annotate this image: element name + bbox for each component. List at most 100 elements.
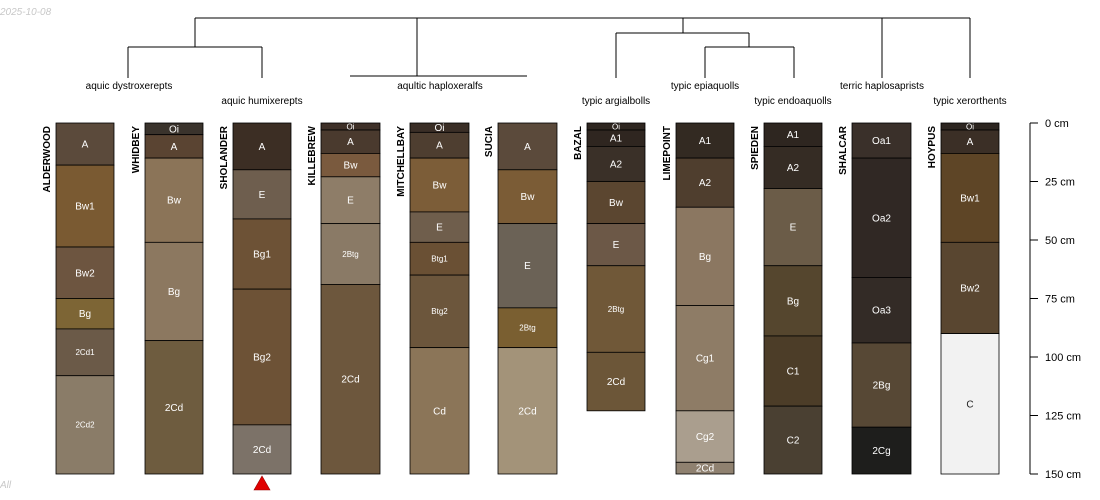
horizon-label: 2Cg <box>872 446 890 457</box>
horizon-label: Bg <box>168 287 180 298</box>
horizon-label: A <box>524 142 531 153</box>
horizon <box>320 223 381 285</box>
horizon-label: E <box>347 196 354 207</box>
horizon <box>586 181 646 225</box>
horizon <box>851 426 912 475</box>
horizon-label: Bg2 <box>253 353 271 364</box>
profile-name: WHIDBEY <box>131 126 142 174</box>
taxon-label: aqultic haploxeralfs <box>397 81 483 92</box>
horizon <box>586 223 646 267</box>
horizon-label: C <box>966 399 973 410</box>
horizon-label: Bg <box>79 309 91 320</box>
horizon-label: Bw <box>344 161 359 172</box>
horizon-label: 2Cd <box>607 377 625 388</box>
horizon <box>55 375 115 475</box>
horizon-label: Bw <box>609 198 624 209</box>
horizon-label: Bg <box>787 296 799 307</box>
horizon-label: Bg <box>699 252 711 263</box>
horizon-label: 2Btg <box>342 250 358 259</box>
horizon-label: Btg1 <box>431 255 448 264</box>
horizon-label: A2 <box>699 178 712 189</box>
horizon-label: A <box>347 137 354 148</box>
horizon <box>586 265 646 353</box>
horizon-label: A <box>436 141 443 152</box>
horizon <box>409 241 470 276</box>
horizon <box>940 333 1000 475</box>
horizon <box>763 188 823 267</box>
horizon <box>232 218 292 290</box>
horizon <box>144 241 204 342</box>
depth-axis-label: 25 cm <box>1045 177 1075 189</box>
horizon <box>940 153 1000 243</box>
horizon <box>320 284 381 475</box>
horizon <box>763 405 823 475</box>
horizon <box>409 211 470 243</box>
horizon-label: Oi <box>435 123 445 134</box>
date-label: 2025-10-08 <box>0 7 52 18</box>
horizon-label: Bg1 <box>253 250 271 261</box>
horizon <box>675 305 735 412</box>
profile-name: LIMEPOINT <box>662 126 673 180</box>
horizon <box>497 169 558 225</box>
horizon-label: 2Cd <box>518 406 536 417</box>
horizon <box>851 122 912 159</box>
horizon-label: A <box>82 140 89 151</box>
depth-axis-label: 125 cm <box>1045 411 1081 423</box>
depth-axis-label: 100 cm <box>1045 352 1081 364</box>
horizon <box>675 461 735 475</box>
horizon-label: Cd <box>433 406 446 417</box>
horizon <box>497 347 558 475</box>
horizon <box>851 342 912 428</box>
profile-name: SHALCAR <box>838 125 849 175</box>
horizon <box>763 335 823 407</box>
horizon <box>55 246 115 299</box>
horizon-label: Oa1 <box>872 136 891 147</box>
taxon-label: aquic dystroxerepts <box>86 81 173 92</box>
taxon-label: aquic humixerepts <box>221 96 302 107</box>
horizon-label: C2 <box>787 436 800 447</box>
horizon <box>232 424 292 475</box>
depth-axis-label: 0 cm <box>1045 118 1069 130</box>
horizon <box>586 351 646 412</box>
horizon-label: A <box>259 142 266 153</box>
horizon-label: 2Cd2 <box>75 421 95 430</box>
horizon-label: C1 <box>787 367 800 378</box>
taxon-label: typic xerorthents <box>933 96 1006 107</box>
horizon-label: Oi <box>169 124 179 135</box>
horizon-label: E <box>790 223 797 234</box>
horizon <box>55 122 115 166</box>
horizon-label: 2Cd <box>341 375 359 386</box>
horizon <box>675 206 735 306</box>
horizon-label: E <box>524 261 531 272</box>
horizon-label: A <box>171 142 178 153</box>
horizon <box>144 340 204 475</box>
taxon-label: typic endoaquolls <box>754 96 831 107</box>
horizon <box>763 145 823 189</box>
profile-name: HOYPUS <box>927 126 938 169</box>
profile-name: MITCHELLBAY <box>396 126 407 197</box>
horizon-label: Oi <box>966 122 974 131</box>
profile-name: SHOLANDER <box>219 125 230 189</box>
horizon-label: Btg2 <box>431 307 448 316</box>
horizon <box>763 265 823 337</box>
horizon-label: Oi <box>347 122 355 131</box>
horizon-label: Oi <box>612 122 620 131</box>
depth-axis-label: 150 cm <box>1045 469 1081 481</box>
horizon-label: 2Btg <box>519 324 535 333</box>
horizon <box>409 347 470 475</box>
horizon-label: E <box>436 223 443 234</box>
depth-axis-label: 75 cm <box>1045 294 1075 306</box>
horizon <box>320 176 381 225</box>
horizon <box>940 241 1000 334</box>
profile-name: ALDERWOOD <box>42 126 53 192</box>
horizon-label: Bw <box>167 196 182 207</box>
horizon-label: Bw2 <box>960 283 980 294</box>
horizon-label: 2Cd1 <box>75 348 95 357</box>
horizon-label: Bw1 <box>75 202 95 213</box>
taxon-label: terric haplosaprists <box>840 81 924 92</box>
horizon-label: 2Bg <box>873 381 891 392</box>
footer-label: All <box>0 480 12 491</box>
horizon <box>144 157 204 243</box>
horizon-label: A1 <box>787 130 800 141</box>
